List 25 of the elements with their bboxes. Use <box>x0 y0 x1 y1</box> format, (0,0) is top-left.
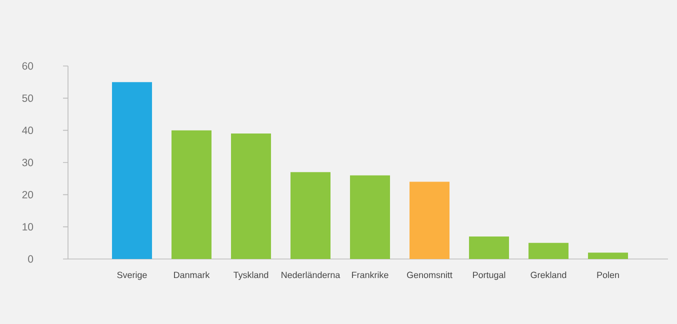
bar <box>588 252 628 259</box>
y-tick-label: 10 <box>22 223 34 231</box>
bar <box>112 82 152 259</box>
y-tick-label: 40 <box>22 126 34 134</box>
x-tick-label: Danmark <box>174 272 210 278</box>
y-tick-label: 30 <box>22 158 34 166</box>
x-tick-label: Sverige <box>117 272 147 280</box>
y-tick-label: 20 <box>22 190 34 198</box>
bar <box>231 134 272 259</box>
bar <box>469 236 510 259</box>
x-tick-label: Genomsnitt <box>407 272 452 278</box>
x-tick-label: Polen <box>597 272 619 278</box>
x-tick-label: Tyskland <box>234 272 268 280</box>
bar <box>528 242 569 259</box>
y-tick-label: 0 <box>28 255 34 263</box>
bar <box>350 175 390 259</box>
x-tick-label: Portugal <box>473 272 506 280</box>
bar <box>410 182 450 259</box>
y-tick-label: 50 <box>22 94 34 102</box>
x-tick-label: Grekland <box>530 272 566 278</box>
bar <box>172 130 212 259</box>
x-tick-label: Frankrike <box>352 272 388 278</box>
x-tick-label: Nederländerna <box>282 272 340 278</box>
y-tick-label: 60 <box>22 62 34 70</box>
bar <box>290 172 331 259</box>
